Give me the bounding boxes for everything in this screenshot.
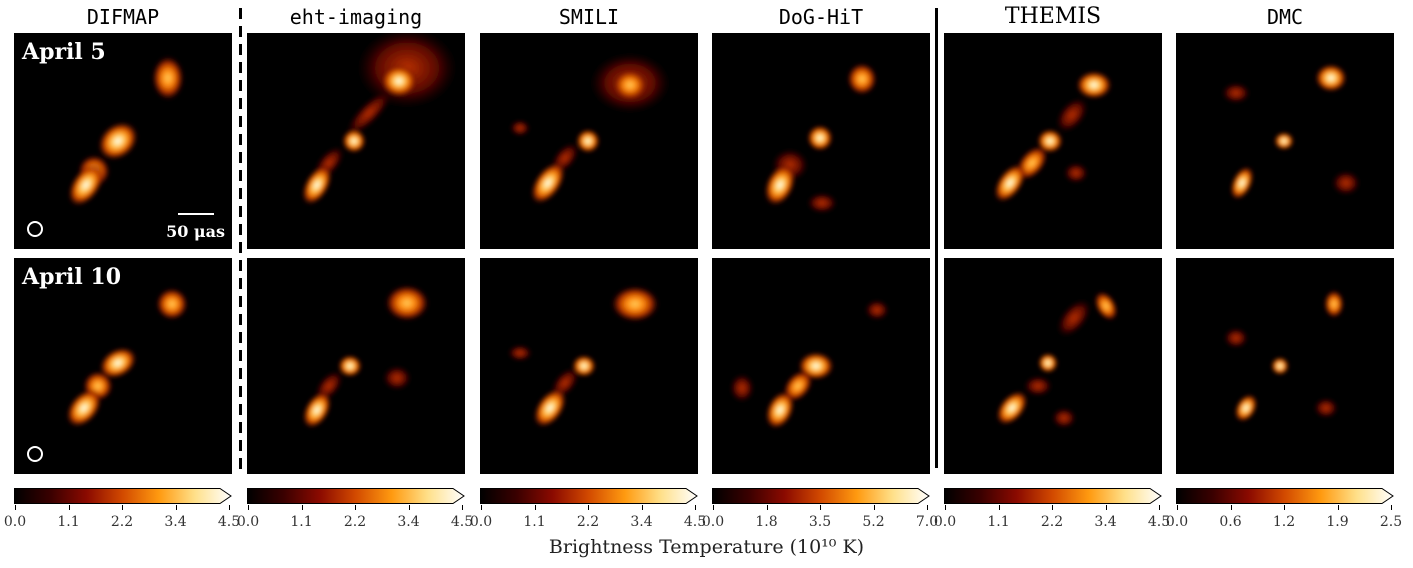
colorbar-tick: [355, 505, 356, 510]
colorbar-tick: [588, 505, 589, 510]
colorbar: [14, 488, 232, 504]
panel-difmap-april5: April 5 50 μas: [14, 33, 232, 249]
colorbar-tick-label: 0.0: [701, 514, 725, 530]
colorbar-tick-label: 5.2: [862, 514, 885, 530]
beam-circle-icon: [27, 221, 43, 237]
colorbar-tick: [229, 505, 230, 510]
date-label: April 10: [22, 264, 122, 290]
colorbar-tick-label: 0.0: [3, 514, 27, 530]
colorbar-tick: [1337, 505, 1339, 510]
colorbar-tick-label: 3.5: [808, 514, 832, 530]
colorbar-tick-label: 0.0: [1165, 514, 1189, 530]
colorbar-tick: [1052, 505, 1053, 510]
colorbar-axis-label: Brightness Temperature (10¹⁰ K): [548, 536, 865, 558]
column-title-smili: SMILI: [558, 5, 620, 29]
colorbar-tick-label: 1.8: [755, 514, 778, 530]
colorbar-tick-label: 3.4: [630, 514, 653, 530]
colorbar-tick-label: 4.5: [217, 514, 241, 530]
date-label: April 5: [22, 39, 106, 65]
colorbar-tick: [1159, 505, 1160, 510]
column-title-eht-imaging: eht-imaging: [289, 5, 423, 29]
solid-separator: [935, 8, 938, 468]
panel-dog-hit-april10: [712, 258, 930, 474]
panel-smili-april5: [480, 33, 698, 249]
colorbar-tick-label: 2.2: [110, 514, 134, 530]
panel-themis-april5: [944, 33, 1162, 249]
colorbar: [1176, 488, 1394, 504]
colorbar-tick-label: 2.2: [1040, 514, 1064, 530]
scale-bar: [178, 213, 214, 215]
colorbar: [944, 488, 1162, 504]
colorbar: [247, 488, 465, 504]
colorbar-tick: [122, 505, 123, 510]
column-title-themis: THEMIS: [1004, 4, 1102, 29]
panel-themis-april10: [944, 258, 1162, 474]
column-title-dog-hit: DoG-HiT: [778, 5, 864, 29]
beam-circle-icon: [27, 446, 43, 462]
colorbar-tick-label: 4.5: [1147, 514, 1171, 530]
colorbar-tick-label: 3.4: [1094, 514, 1117, 530]
colorbar-tick-label: 0.6: [1219, 514, 1242, 530]
colorbar-tick: [641, 505, 643, 510]
colorbar-tick: [713, 505, 714, 510]
colorbar-tick: [68, 505, 70, 510]
dashed-separator: [239, 8, 242, 470]
colorbar-tick: [1391, 505, 1392, 510]
colorbar-tick-label: 1.1: [57, 514, 80, 530]
colorbar: [480, 488, 698, 504]
colorbar-tick: [695, 505, 696, 510]
colorbar-tick-label: 7.0: [915, 514, 939, 530]
colorbar-tick-label: 2.5: [1379, 514, 1403, 530]
colorbar-tick: [766, 505, 768, 510]
colorbar-tick: [945, 505, 946, 510]
colorbar-tick-label: 3.4: [397, 514, 420, 530]
panel-dog-hit-april5: [712, 33, 930, 249]
colorbar-tick-label: 3.4: [164, 514, 187, 530]
colorbar-tick-label: 0.0: [236, 514, 260, 530]
colorbar-tick: [301, 505, 303, 510]
panel-difmap-april10: April 10: [14, 258, 232, 474]
colorbar-tick-label: 0.0: [469, 514, 493, 530]
colorbar-tick: [1230, 505, 1232, 510]
colorbar-tick: [820, 505, 821, 510]
colorbar-tick-label: 1.2: [1272, 514, 1296, 530]
scale-bar-label: 50 μas: [166, 222, 225, 241]
colorbar-tick: [873, 505, 875, 510]
colorbar-tick-label: 2.2: [576, 514, 600, 530]
colorbar-tick-label: 1.1: [523, 514, 546, 530]
colorbar-tick: [408, 505, 410, 510]
panel-eht-imaging-april10: [247, 258, 465, 474]
colorbar-tick-label: 1.1: [290, 514, 313, 530]
panel-dmc-april5: [1176, 33, 1394, 249]
colorbar-tick-label: 1.1: [987, 514, 1010, 530]
colorbar-tick-label: 4.5: [450, 514, 474, 530]
colorbar-tick-label: 1.9: [1326, 514, 1349, 530]
colorbar-tick: [534, 505, 536, 510]
colorbar-tick: [927, 505, 928, 510]
panel-smili-april10: [480, 258, 698, 474]
colorbar-tick: [15, 505, 16, 510]
colorbar-tick-label: 2.2: [343, 514, 367, 530]
colorbar-tick: [175, 505, 177, 510]
colorbar-tick: [248, 505, 249, 510]
column-title-difmap: DIFMAP: [86, 5, 160, 29]
colorbar-tick: [998, 505, 1000, 510]
colorbar-tick: [462, 505, 463, 510]
column-title-dmc: DMC: [1266, 5, 1304, 29]
colorbar-tick-label: 4.5: [683, 514, 707, 530]
colorbar-tick-label: 0.0: [933, 514, 957, 530]
panel-dmc-april10: [1176, 258, 1394, 474]
colorbar: [712, 488, 930, 504]
colorbar-tick: [1284, 505, 1285, 510]
colorbar-tick: [481, 505, 482, 510]
panel-eht-imaging-april5: [247, 33, 465, 249]
colorbar-tick: [1105, 505, 1107, 510]
colorbar-tick: [1177, 505, 1178, 510]
